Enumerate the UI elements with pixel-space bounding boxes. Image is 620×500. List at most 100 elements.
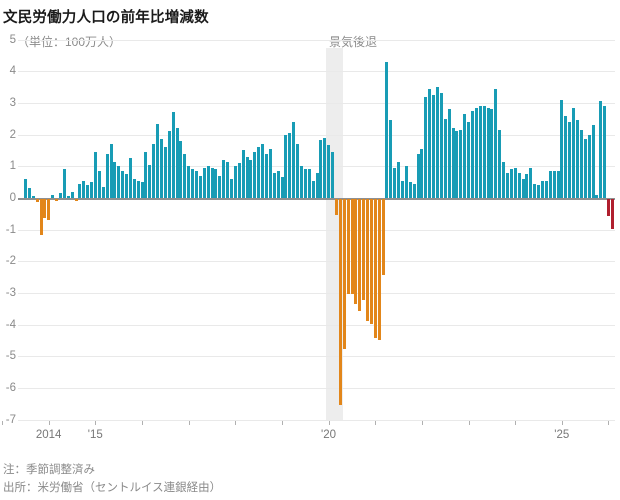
bar bbox=[319, 140, 323, 198]
zero-line bbox=[18, 197, 615, 200]
y-grid-line--6 bbox=[18, 388, 615, 390]
bar bbox=[572, 107, 576, 198]
bar bbox=[245, 156, 249, 198]
bar bbox=[249, 159, 253, 198]
bar bbox=[575, 120, 579, 198]
bar bbox=[128, 158, 132, 198]
bar bbox=[97, 171, 101, 198]
bar bbox=[587, 134, 591, 198]
bar bbox=[381, 199, 385, 275]
bar bbox=[362, 199, 366, 301]
bar bbox=[377, 199, 381, 340]
bar bbox=[334, 199, 338, 215]
bar bbox=[264, 153, 268, 198]
bar bbox=[303, 169, 307, 198]
bar bbox=[171, 112, 175, 198]
x-tick-2015 bbox=[95, 421, 97, 425]
bar bbox=[175, 128, 179, 198]
bar bbox=[187, 166, 191, 198]
bar bbox=[160, 139, 164, 198]
bar bbox=[230, 178, 233, 198]
bar bbox=[218, 175, 222, 198]
bar bbox=[529, 167, 533, 198]
bar bbox=[393, 167, 397, 198]
x-tick-2021 bbox=[375, 421, 377, 425]
bar bbox=[55, 199, 59, 201]
bar bbox=[428, 88, 432, 198]
bar bbox=[156, 123, 160, 198]
bar bbox=[439, 93, 443, 198]
bar bbox=[455, 131, 459, 198]
x-tick-2020 bbox=[328, 421, 330, 425]
source-note: 出所：米労働省（セントルイス連銀経由） bbox=[3, 482, 222, 494]
bar bbox=[552, 171, 556, 198]
bar bbox=[513, 167, 517, 198]
bar bbox=[276, 171, 280, 198]
bar bbox=[299, 166, 303, 198]
bar bbox=[121, 171, 125, 198]
bar bbox=[43, 199, 47, 218]
x-tick-2025 bbox=[561, 421, 563, 425]
y-axis-label-2: 2 bbox=[9, 128, 16, 141]
bar bbox=[136, 180, 140, 198]
x-tick-2024 bbox=[515, 421, 517, 425]
bar bbox=[58, 193, 62, 198]
bar bbox=[237, 163, 241, 198]
bar bbox=[284, 134, 288, 198]
bar bbox=[486, 107, 490, 198]
bar bbox=[113, 161, 117, 198]
bar bbox=[51, 194, 55, 198]
bar bbox=[167, 131, 171, 198]
bar bbox=[288, 133, 292, 198]
bar bbox=[90, 182, 94, 198]
bar bbox=[163, 147, 167, 198]
bar bbox=[560, 99, 564, 198]
bar bbox=[517, 172, 521, 198]
x-tick-2023 bbox=[468, 421, 470, 425]
y-axis-label--7: -7 bbox=[5, 413, 16, 426]
bar bbox=[354, 199, 358, 304]
bar bbox=[490, 109, 494, 198]
chart-title: 文民労働力人口の前年比増減数 bbox=[3, 10, 209, 26]
x-tick-2019 bbox=[281, 421, 283, 425]
recession-band bbox=[326, 48, 343, 420]
bar bbox=[471, 110, 474, 198]
bar bbox=[412, 183, 416, 198]
y-grid-line--3 bbox=[18, 293, 615, 294]
bar bbox=[210, 167, 214, 198]
y-grid-line-3 bbox=[18, 102, 615, 104]
bar bbox=[331, 152, 335, 198]
y-axis-label--5: -5 bbox=[5, 350, 16, 363]
bar bbox=[509, 169, 513, 198]
bar bbox=[253, 152, 257, 198]
bar bbox=[62, 169, 66, 198]
bar bbox=[366, 199, 370, 321]
bar bbox=[502, 161, 506, 198]
bar bbox=[93, 152, 97, 198]
x-tick-label-2025: '25 bbox=[554, 429, 570, 441]
bar bbox=[556, 171, 560, 198]
bar bbox=[327, 145, 331, 198]
bar bbox=[70, 191, 74, 198]
bar bbox=[521, 178, 525, 198]
bar bbox=[540, 180, 544, 198]
bar bbox=[109, 144, 113, 198]
bar bbox=[346, 199, 350, 294]
bar bbox=[82, 180, 86, 198]
y-grid-line--5 bbox=[18, 356, 615, 358]
bar bbox=[350, 199, 354, 294]
y-axis-label--2: -2 bbox=[5, 255, 16, 268]
bar bbox=[233, 166, 237, 198]
bar bbox=[338, 199, 342, 405]
bar bbox=[467, 121, 471, 198]
x-tick-2013 bbox=[2, 421, 3, 425]
bar bbox=[202, 167, 206, 198]
bar bbox=[505, 172, 509, 198]
bar bbox=[420, 148, 424, 198]
footnote: 注：季節調整済み bbox=[3, 464, 95, 476]
bar bbox=[443, 118, 447, 198]
y-grid-line-2 bbox=[18, 134, 615, 136]
bar bbox=[478, 106, 482, 198]
bar bbox=[226, 161, 230, 198]
bar bbox=[24, 178, 27, 198]
